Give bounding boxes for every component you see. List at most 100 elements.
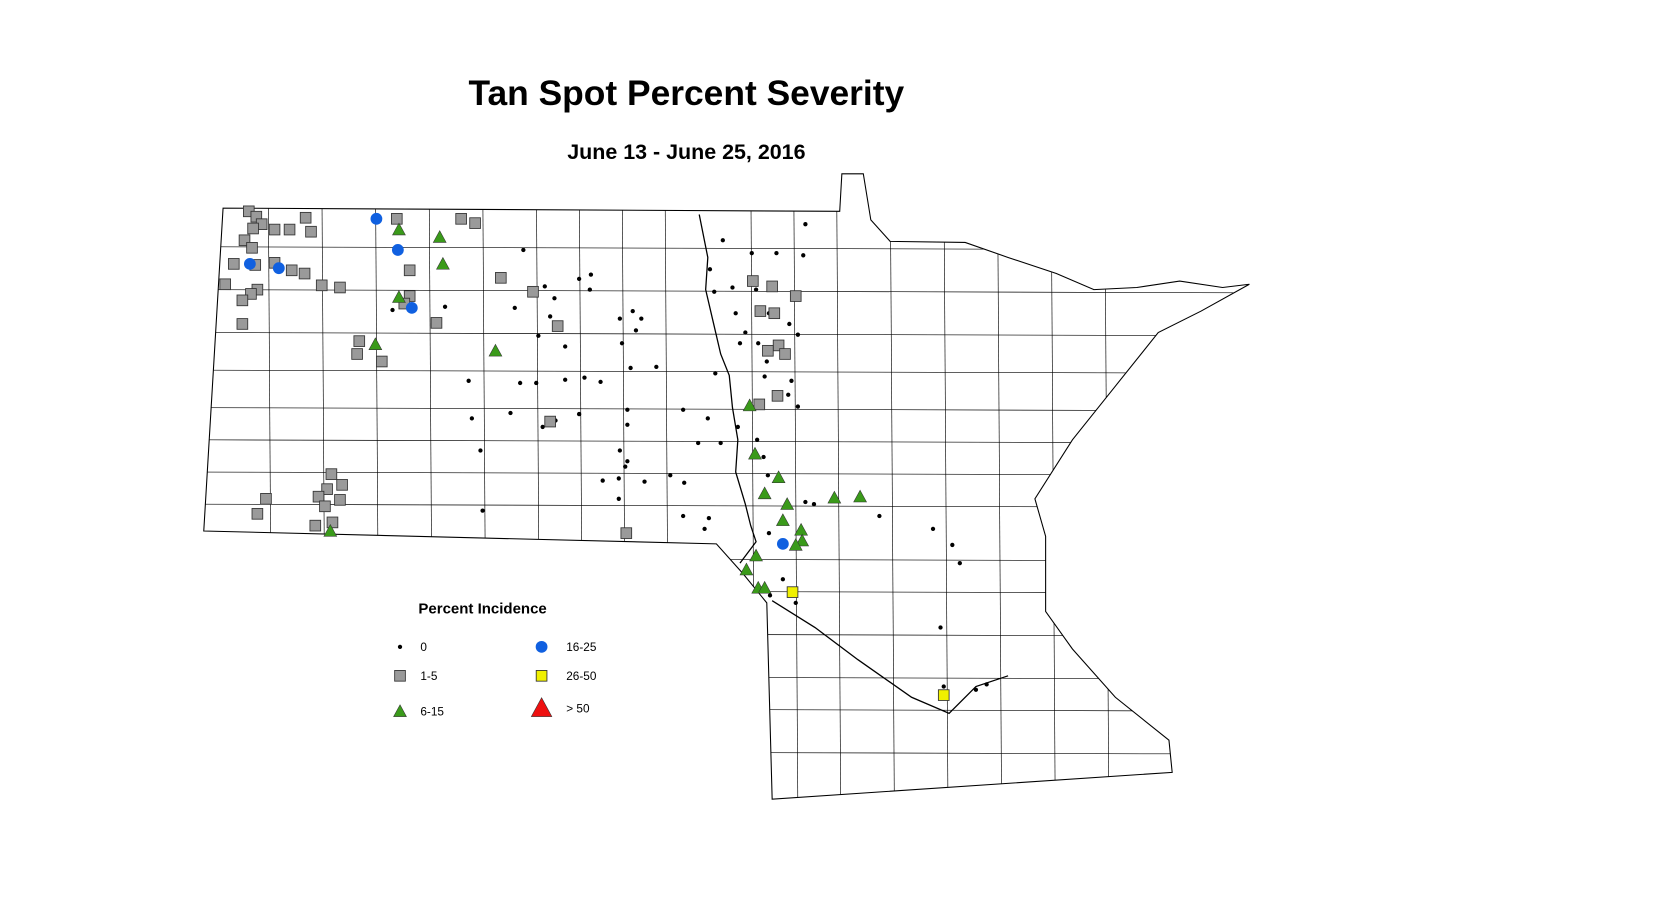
dot-marker — [973, 687, 979, 692]
square-marker — [753, 398, 766, 411]
square-marker — [455, 213, 467, 225]
triangle-marker — [748, 446, 762, 460]
legend-label: 16-25 — [566, 641, 597, 654]
triangle-marker — [853, 489, 867, 503]
square-marker — [246, 242, 258, 254]
dot-marker — [542, 284, 547, 289]
triangle-marker — [827, 490, 842, 504]
county-line — [203, 707, 1250, 712]
county-line — [1104, 173, 1110, 800]
square-marker — [375, 355, 388, 368]
dot-marker — [957, 561, 962, 566]
square-marker — [353, 335, 366, 347]
dot-marker — [743, 330, 748, 335]
county-line — [203, 246, 1250, 251]
dot-marker — [795, 332, 801, 337]
county-line — [203, 289, 1250, 294]
dot-marker — [563, 344, 568, 349]
square-marker — [305, 225, 317, 238]
county-line — [375, 173, 380, 800]
triangle-marker — [392, 290, 406, 303]
county-line — [203, 439, 1250, 444]
county-line — [1050, 173, 1056, 800]
square-marker — [325, 468, 338, 480]
dot-marker — [654, 364, 659, 370]
dot-marker — [766, 530, 772, 536]
square-marker — [247, 222, 259, 235]
square-marker — [251, 508, 264, 520]
triangle-marker — [488, 343, 503, 357]
dot-marker — [941, 684, 946, 689]
dot-marker — [639, 316, 644, 321]
dot-marker — [793, 600, 798, 606]
dot-marker — [588, 272, 594, 277]
dot-marker — [789, 378, 794, 383]
dot-marker — [512, 305, 517, 311]
dot-marker — [517, 380, 523, 386]
dot-marker — [737, 341, 743, 346]
dot-marker — [730, 285, 735, 290]
legend-title: Percent Incidence — [418, 601, 546, 618]
dot-marker — [753, 287, 759, 292]
circle-marker — [776, 537, 789, 550]
dot-marker — [508, 410, 513, 416]
dot-marker — [787, 321, 792, 327]
county-line — [203, 750, 1250, 755]
county-line — [578, 173, 584, 800]
square-marker — [768, 307, 781, 320]
triangle-marker — [788, 537, 803, 551]
square-marker — [283, 223, 296, 236]
county-line — [203, 557, 1250, 562]
county-line — [203, 589, 1250, 594]
triangle-marker — [742, 398, 757, 412]
square-marker — [620, 527, 633, 539]
triangle-marker — [739, 562, 754, 576]
dot-marker — [803, 222, 808, 227]
dot-marker — [623, 464, 628, 469]
county-line — [621, 173, 627, 800]
dot-marker — [795, 404, 801, 409]
legend-label: 26-50 — [566, 670, 597, 683]
triangle-marker — [749, 548, 763, 562]
dot-marker — [625, 422, 630, 427]
dot-marker — [625, 407, 630, 412]
circle-marker — [535, 640, 548, 653]
legend: 0 1-5 6-15 16-25 26-50 > 50 — [393, 640, 597, 718]
dot-marker — [801, 253, 806, 258]
square-marker — [527, 285, 539, 298]
square-marker — [260, 493, 272, 505]
dot-marker — [938, 625, 943, 630]
county-line — [750, 173, 756, 800]
square-marker — [334, 494, 346, 506]
dot-marker — [617, 448, 623, 453]
legend-label: > 50 — [566, 702, 590, 715]
dot-marker — [786, 392, 791, 397]
square-marker — [315, 279, 328, 292]
square-marker — [326, 516, 339, 529]
square-marker — [309, 519, 322, 532]
dot-marker — [680, 407, 686, 412]
square-marker — [771, 390, 784, 402]
dot-marker — [390, 307, 395, 313]
county-line — [203, 332, 1250, 337]
dot-marker — [469, 416, 475, 421]
dot-marker — [720, 238, 725, 243]
triangle-marker — [432, 230, 447, 243]
square-marker — [789, 290, 802, 302]
dot-marker — [397, 644, 403, 649]
triangle-marker — [794, 522, 808, 536]
dot-marker — [480, 508, 485, 513]
dot-marker — [764, 359, 769, 364]
dot-marker — [642, 479, 647, 484]
triangle-marker — [392, 222, 406, 236]
triangle-marker — [780, 497, 795, 510]
dot-marker — [576, 276, 582, 282]
square-marker — [535, 670, 548, 682]
dot-marker — [628, 365, 633, 371]
triangle-marker — [323, 523, 338, 537]
circle-marker — [272, 262, 285, 275]
square-marker — [298, 267, 311, 280]
county-line — [203, 503, 1250, 508]
dot-marker — [984, 682, 989, 687]
